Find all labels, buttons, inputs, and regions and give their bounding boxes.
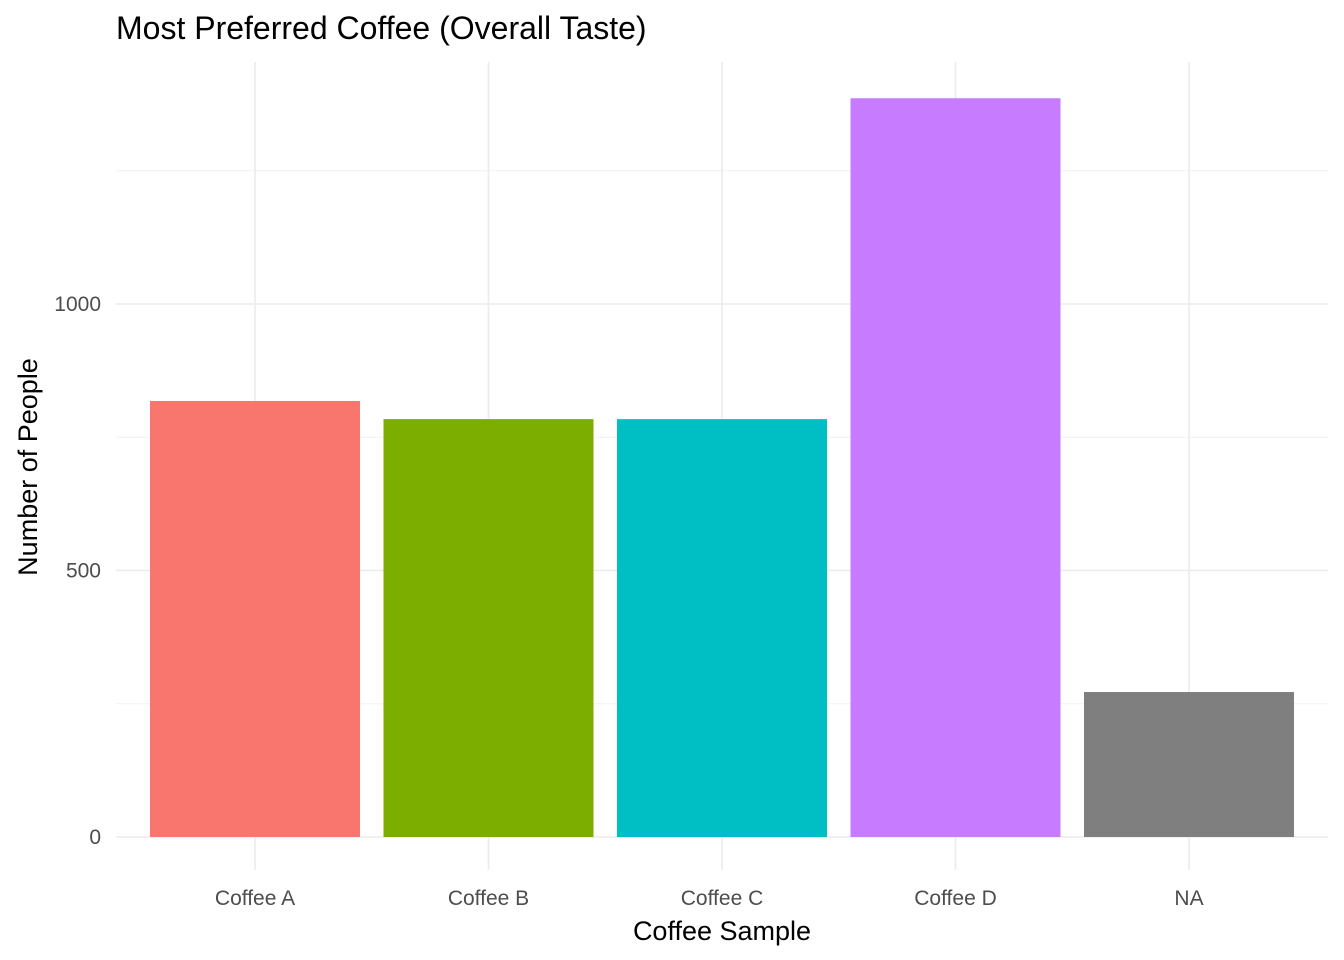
x-tick-label: Coffee C bbox=[681, 887, 764, 910]
bar-coffee-a bbox=[150, 401, 360, 837]
x-axis-title: Coffee Sample bbox=[633, 916, 811, 946]
y-axis-ticks: 0 500 1000 bbox=[54, 293, 101, 849]
bar-coffee-b bbox=[383, 419, 594, 837]
bar-coffee-c bbox=[617, 419, 827, 837]
x-tick-label: Coffee A bbox=[215, 887, 295, 910]
x-tick-label: Coffee B bbox=[448, 887, 529, 910]
x-tick-label: NA bbox=[1174, 887, 1203, 910]
y-axis-title: Number of People bbox=[13, 358, 43, 576]
bar-coffee-d bbox=[850, 98, 1061, 837]
x-tick-label: Coffee D bbox=[914, 887, 997, 910]
chart-title: Most Preferred Coffee (Overall Taste) bbox=[116, 10, 647, 46]
y-tick-label: 500 bbox=[66, 560, 101, 583]
bar-na bbox=[1084, 692, 1294, 837]
y-tick-label: 0 bbox=[89, 826, 101, 849]
bars bbox=[150, 98, 1294, 837]
x-axis-ticks: Coffee A Coffee B Coffee C Coffee D NA bbox=[215, 887, 1204, 910]
y-tick-label: 1000 bbox=[54, 293, 101, 316]
